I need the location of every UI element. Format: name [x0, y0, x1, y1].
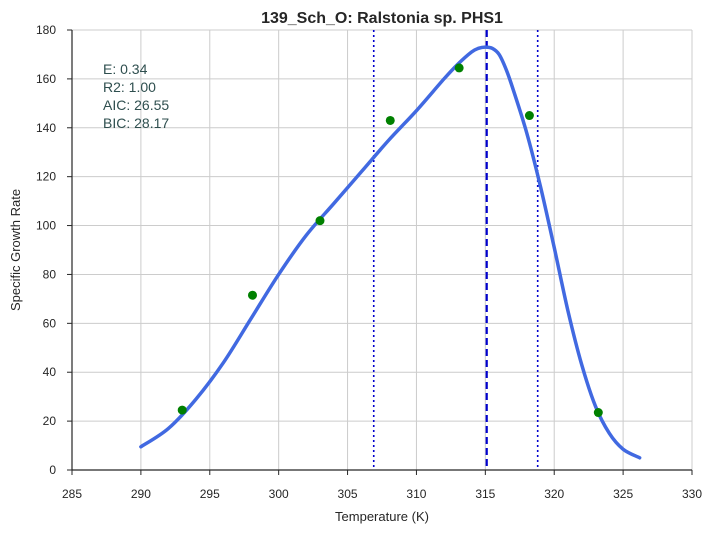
data-point — [454, 63, 464, 73]
y-tick-label: 180 — [36, 23, 56, 37]
stat-e: E: 0.34 — [103, 61, 148, 77]
y-tick-label: 80 — [43, 267, 57, 281]
grid — [72, 29, 693, 470]
y-tick-label: 160 — [36, 72, 56, 86]
data-point — [524, 111, 534, 121]
x-tick-label: 330 — [682, 487, 702, 501]
x-tick-label: 310 — [406, 487, 426, 501]
x-tick-label: 290 — [131, 487, 151, 501]
stat-bic: BIC: 28.17 — [103, 115, 169, 131]
y-tick-label: 140 — [36, 121, 56, 135]
axes — [71, 30, 692, 471]
y-tick-label: 20 — [43, 414, 57, 428]
series-layer — [139, 45, 642, 460]
data-point — [385, 115, 395, 125]
y-tick-label: 120 — [36, 170, 56, 184]
y-tick-label: 0 — [49, 463, 56, 477]
y-axis-label: Specific Growth Rate — [8, 189, 23, 311]
stat-r2: R2: 1.00 — [103, 79, 156, 95]
data-point — [247, 290, 257, 300]
x-tick-label: 315 — [475, 487, 495, 501]
x-tick-label: 305 — [338, 487, 358, 501]
x-tick-label: 295 — [200, 487, 220, 501]
x-tick-label: 325 — [613, 487, 633, 501]
x-tick-label: 300 — [269, 487, 289, 501]
x-tick-label: 320 — [544, 487, 564, 501]
tick-labels: 285 290 295 300 305 310 315 320 325 330 0 20 40 60 80 1… — [36, 23, 702, 501]
fit-stats: E: 0.34 R2: 1.00 AIC: 26.55 BIC: 28.17 — [103, 61, 169, 131]
x-tick-label: 285 — [62, 487, 82, 501]
fitted-curve — [139, 45, 642, 460]
y-tick-label: 60 — [43, 316, 57, 330]
x-axis-label: Temperature (K) — [335, 509, 429, 524]
data-point — [177, 405, 187, 415]
stat-aic: AIC: 26.55 — [103, 97, 169, 113]
data-point — [315, 216, 325, 226]
reference-lines — [372, 30, 539, 470]
data-point — [593, 408, 603, 418]
y-tick-label: 100 — [36, 219, 56, 233]
chart-title: 139_Sch_O: Ralstonia sp. PHS1 — [261, 10, 503, 27]
y-tick-label: 40 — [43, 365, 57, 379]
